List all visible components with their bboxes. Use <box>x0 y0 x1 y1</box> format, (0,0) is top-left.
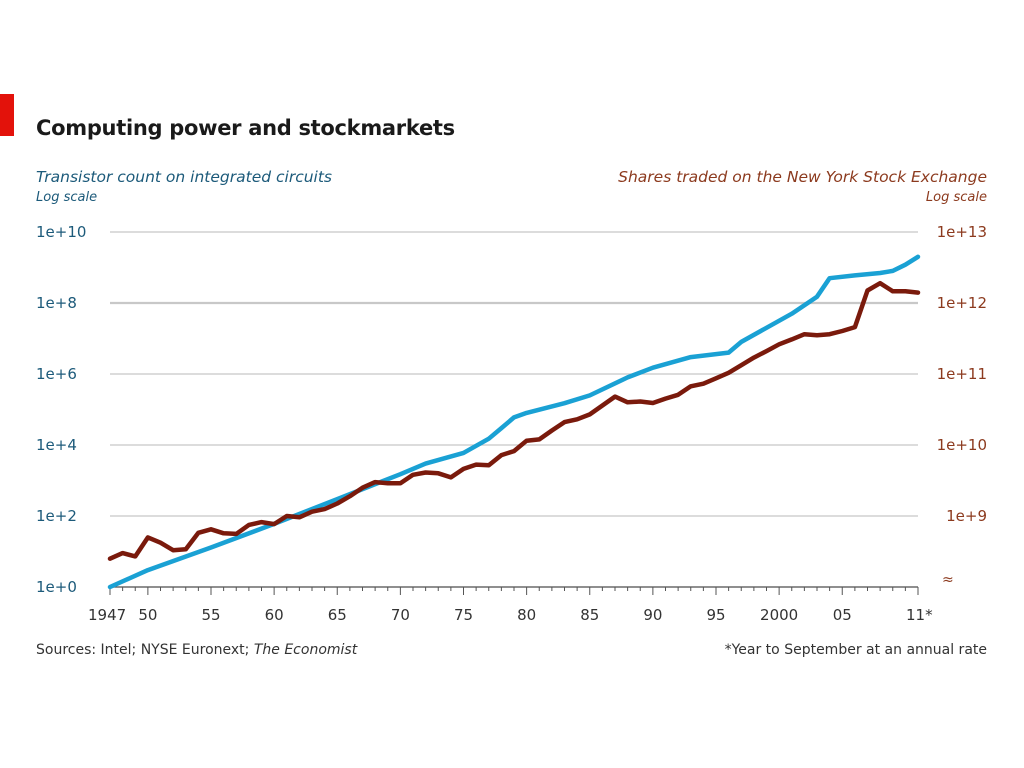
shares-series-line <box>107 280 921 561</box>
left-axis-title: Transistor count on integrated circuits <box>36 168 333 186</box>
left-tick-label: 1e+8 <box>36 294 77 312</box>
x-tick-label: 1947 <box>88 606 126 624</box>
brand-red-tag <box>0 94 14 136</box>
x-tick-label: 11* <box>906 606 933 624</box>
x-tick-label: 65 <box>328 606 347 624</box>
x-tick-label: 50 <box>138 606 157 624</box>
right-tick-label: 1e+11 <box>937 365 987 383</box>
x-tick-label: 05 <box>833 606 852 624</box>
left-tick-label: 1e+10 <box>36 223 86 241</box>
x-tick-label: 80 <box>517 606 536 624</box>
left-tick-label: 1e+2 <box>36 507 77 525</box>
right-axis-title: Shares traded on the New York Stock Exch… <box>618 168 987 186</box>
x-tick-label: 75 <box>454 606 473 624</box>
x-tick-label: 70 <box>391 606 410 624</box>
left-axis-scale-note: Log scale <box>36 190 98 205</box>
x-tick-label: 95 <box>706 606 725 624</box>
left-tick-label: 1e+6 <box>36 365 77 383</box>
right-tick-label: 1e+12 <box>937 294 987 312</box>
transistor-series-line <box>107 254 921 590</box>
footnote: *Year to September at an annual rate <box>724 642 987 658</box>
left-tick-label: 1e+0 <box>36 578 77 596</box>
sources-prefix: Sources: Intel; NYSE Euronext; <box>36 642 250 658</box>
x-tick-label: 90 <box>643 606 662 624</box>
right-tick-label: 1e+9 <box>946 507 987 525</box>
x-tick-label: 60 <box>265 606 284 624</box>
sources-italic: The Economist <box>253 642 358 658</box>
x-tick-label: 2000 <box>760 606 798 624</box>
right-tick-label: 1e+13 <box>937 223 987 241</box>
sources-note: Sources: Intel; NYSE Euronext; The Econo… <box>36 642 357 658</box>
right-axis-scale-note: Log scale <box>925 190 987 205</box>
left-tick-label: 1e+4 <box>36 436 77 454</box>
axis-break-icon: ≈ <box>942 572 954 588</box>
right-tick-label: 1e+10 <box>937 436 987 454</box>
x-tick-label: 85 <box>580 606 599 624</box>
x-tick-label: 55 <box>201 606 220 624</box>
chart-title: Computing power and stockmarkets <box>36 116 455 140</box>
